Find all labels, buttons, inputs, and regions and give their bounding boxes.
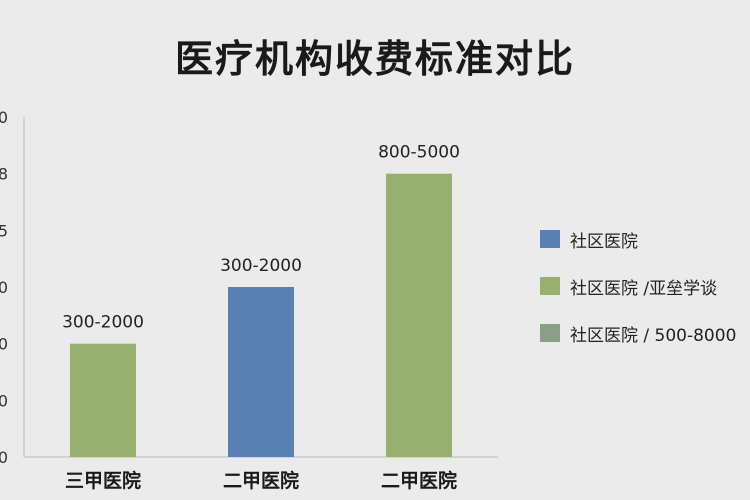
y-tick-label: 0 [0,448,8,467]
bar [228,287,294,457]
data-label: 300-2000 [220,256,302,276]
legend-swatch [540,230,560,248]
legend-label: 社区医院 [570,231,638,252]
x-tick-label: 二甲医院 [223,469,299,492]
legend-item: 社区医院 / 500-8000 [540,322,737,346]
y-tick-label: 0 [0,335,8,354]
legend-item: 社区医院 [540,228,736,252]
data-label: 300-2000 [62,313,144,333]
x-tick-label: 二甲医院 [381,469,457,492]
legend-swatch [540,277,560,295]
legend-item: 社区医院 /亚垒学谈 [540,275,736,299]
legend: 社区医院 社区医院 /亚垒学谈 社区医院 / 500-8000 [540,228,736,369]
y-tick-label: 5 [0,221,8,240]
legend-swatch [540,324,560,342]
chart-title: 医疗机构收费标准对比 [174,37,575,81]
y-tick-label: 0 [0,278,8,297]
bar [386,173,452,457]
x-tick-label: 三甲医院 [65,469,141,492]
legend-label: 社区医院 / 500-8000 [570,325,737,346]
data-label: 800-5000 [378,143,460,163]
y-tick-label: 0 [0,108,8,127]
bar [70,343,136,457]
y-tick-label: 8 [0,165,8,184]
y-tick-label: 0 [0,391,8,410]
legend-label: 社区医院 /亚垒学谈 [570,278,718,299]
